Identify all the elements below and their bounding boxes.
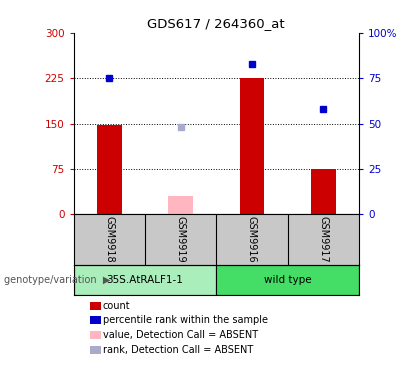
Text: count: count — [103, 300, 131, 311]
Bar — [97, 125, 122, 214]
Text: GSM9918: GSM9918 — [104, 216, 114, 263]
Bar — [168, 196, 193, 214]
Text: GSM9919: GSM9919 — [176, 216, 186, 263]
Bar — [74, 265, 216, 295]
Text: rank, Detection Call = ABSENT: rank, Detection Call = ABSENT — [103, 344, 253, 355]
Text: wild type: wild type — [264, 275, 312, 285]
Bar — [239, 78, 265, 214]
Text: genotype/variation  ▶: genotype/variation ▶ — [4, 275, 110, 285]
Bar — [216, 265, 359, 295]
Bar — [311, 169, 336, 214]
Text: value, Detection Call = ABSENT: value, Detection Call = ABSENT — [103, 330, 258, 340]
Text: percentile rank within the sample: percentile rank within the sample — [103, 315, 268, 325]
Text: GSM9916: GSM9916 — [247, 216, 257, 263]
Title: GDS617 / 264360_at: GDS617 / 264360_at — [147, 17, 285, 30]
Text: 35S.AtRALF1-1: 35S.AtRALF1-1 — [106, 275, 184, 285]
Text: GSM9917: GSM9917 — [318, 216, 328, 263]
